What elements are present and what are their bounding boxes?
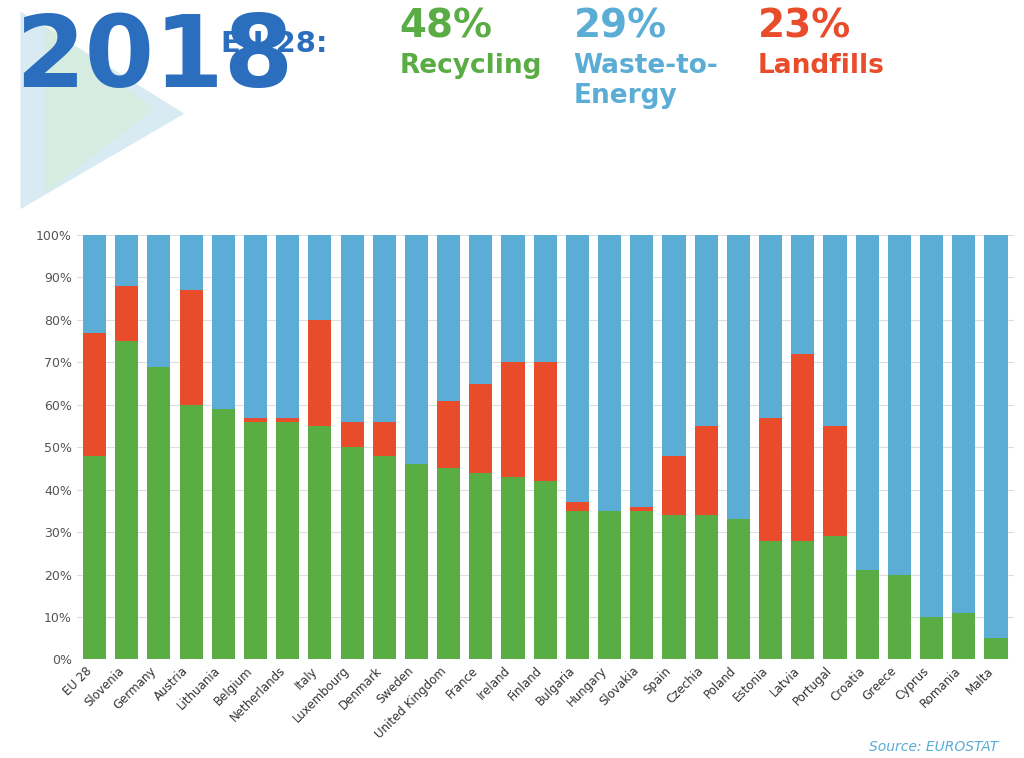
Text: 29%: 29% — [573, 8, 667, 45]
Bar — [502, 235, 524, 362]
Bar — [888, 575, 911, 659]
Bar — [469, 235, 493, 384]
Bar — [823, 426, 847, 537]
Bar — [469, 384, 493, 473]
Bar — [631, 511, 653, 659]
Bar — [115, 286, 138, 341]
Bar — [694, 515, 718, 659]
Bar — [276, 235, 299, 418]
Bar — [179, 290, 203, 405]
Bar — [792, 354, 814, 540]
Bar — [566, 235, 589, 503]
Bar — [244, 235, 267, 418]
Text: 48%: 48% — [399, 8, 493, 45]
Bar — [694, 235, 718, 426]
Bar — [663, 515, 686, 659]
Bar — [952, 235, 976, 612]
Bar — [534, 481, 557, 659]
Bar — [437, 400, 460, 468]
Bar — [566, 503, 589, 511]
Bar — [147, 367, 170, 659]
Bar — [404, 464, 428, 659]
Text: EU-28:: EU-28: — [220, 30, 328, 58]
Bar — [534, 362, 557, 481]
Bar — [276, 418, 299, 421]
Bar — [83, 333, 106, 456]
Bar — [308, 235, 332, 320]
Bar — [308, 320, 332, 426]
Bar — [373, 421, 396, 456]
Bar — [694, 426, 718, 515]
Bar — [147, 235, 170, 367]
Bar — [276, 421, 299, 659]
Bar — [341, 235, 364, 421]
Bar — [373, 235, 396, 421]
Bar — [888, 235, 911, 575]
Bar — [823, 235, 847, 426]
Bar — [437, 468, 460, 659]
Bar — [792, 235, 814, 354]
Bar — [83, 235, 106, 333]
Bar — [631, 235, 653, 506]
Text: Landfills: Landfills — [758, 53, 885, 79]
Bar — [984, 638, 1008, 659]
Bar — [631, 506, 653, 511]
Bar — [759, 235, 782, 418]
Text: Recycling: Recycling — [399, 53, 542, 79]
Bar — [437, 235, 460, 400]
Bar — [341, 421, 364, 447]
Bar — [856, 235, 879, 570]
Bar — [534, 235, 557, 362]
Bar — [212, 235, 234, 409]
Bar — [663, 235, 686, 456]
Text: Waste-to-
Energy: Waste-to- Energy — [573, 53, 718, 109]
Bar — [179, 405, 203, 659]
Bar — [663, 456, 686, 515]
Bar — [920, 235, 943, 617]
Bar — [856, 570, 879, 659]
Polygon shape — [45, 23, 154, 193]
Bar — [759, 540, 782, 659]
Bar — [792, 540, 814, 659]
Bar — [823, 537, 847, 659]
Bar — [598, 511, 622, 659]
Bar — [566, 511, 589, 659]
Bar — [727, 235, 750, 519]
Bar — [373, 456, 396, 659]
Bar — [83, 456, 106, 659]
Bar — [179, 235, 203, 290]
Bar — [308, 426, 332, 659]
Bar — [244, 421, 267, 659]
Bar — [598, 235, 622, 511]
Bar — [984, 235, 1008, 638]
Bar — [502, 362, 524, 477]
Bar — [115, 341, 138, 659]
Bar — [469, 473, 493, 659]
Bar — [727, 519, 750, 659]
Bar — [341, 447, 364, 659]
Bar — [920, 617, 943, 659]
Text: 2018: 2018 — [15, 11, 294, 108]
Bar — [244, 418, 267, 421]
Bar — [759, 418, 782, 540]
Bar — [404, 235, 428, 464]
Text: Source: EUROSTAT: Source: EUROSTAT — [869, 741, 998, 754]
Bar — [502, 477, 524, 659]
Text: 23%: 23% — [758, 8, 851, 45]
Bar — [115, 235, 138, 286]
Bar — [212, 409, 234, 659]
Polygon shape — [20, 11, 184, 209]
Bar — [952, 612, 976, 659]
